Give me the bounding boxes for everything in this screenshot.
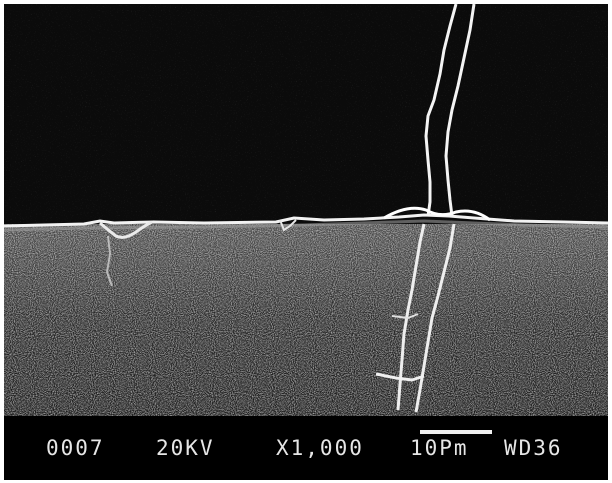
image-number-label: 0007 [46, 436, 105, 460]
left-interface-blister [99, 220, 153, 239]
magnification-label: X1,000 [276, 436, 364, 460]
working-distance-label: WD36 [504, 436, 563, 460]
voltage-label: 20KV [156, 436, 215, 460]
vertical-crack-lower-right [414, 223, 456, 413]
left-subsurface-streak [105, 235, 113, 287]
sem-info-bar: 0007 20KV X1,000 10Pm WD36 [4, 416, 608, 480]
sem-micrograph [4, 4, 608, 416]
interface-line [4, 213, 608, 228]
scale-label: 10Pm [410, 436, 469, 460]
interface-feature-mid [279, 219, 297, 232]
sem-image-frame: 0007 20KV X1,000 10Pm WD36 [4, 4, 608, 480]
substrate-grain [4, 224, 608, 416]
vertical-crack-upper-left [424, 4, 458, 217]
crack-branch-lower [375, 372, 425, 382]
crack-branch-mid [391, 313, 419, 320]
crack-interface-bulge [383, 206, 491, 222]
vertical-crack-lower-left [396, 223, 426, 411]
scale-bar [420, 430, 492, 434]
vertical-crack-upper-right [444, 4, 476, 217]
upper-dark-grain [4, 4, 608, 224]
interface-glow [4, 219, 608, 232]
